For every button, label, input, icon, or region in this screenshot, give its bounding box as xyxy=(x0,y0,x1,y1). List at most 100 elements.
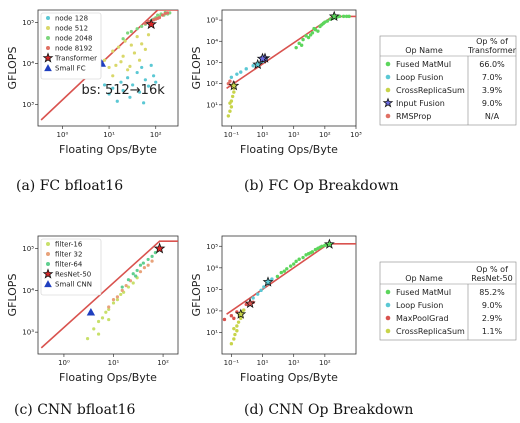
legend-label: Small FC xyxy=(55,65,86,73)
data-point xyxy=(312,26,316,31)
data-point xyxy=(279,270,283,275)
table-op-pct: 9.0% xyxy=(482,301,503,310)
data-point xyxy=(129,43,133,47)
data-point xyxy=(121,37,125,41)
data-point xyxy=(229,313,234,318)
data-point xyxy=(146,84,151,88)
data-point xyxy=(138,270,143,274)
data-point xyxy=(299,43,304,47)
data-point xyxy=(262,285,266,289)
x-tick-label: 10³ xyxy=(350,131,362,139)
table-marker xyxy=(382,97,394,108)
plot-area xyxy=(226,10,356,118)
data-point xyxy=(143,78,147,82)
data-point xyxy=(256,292,260,296)
data-point xyxy=(232,316,236,321)
table-header-model: Transformer xyxy=(467,46,517,55)
legend: node 128 node 512 node 2048 node 8192 Transf… xyxy=(40,12,102,80)
data-point xyxy=(131,83,135,87)
plot-area xyxy=(222,238,356,346)
data-point xyxy=(304,34,308,38)
data-point xyxy=(121,88,125,93)
data-point xyxy=(119,292,123,297)
panel-c: 10⁰ 10¹ 10² 10³ 10⁴ 10⁵ Floating Ops/Byte GFLOP… xyxy=(6,235,179,418)
data-point xyxy=(135,268,139,273)
data-point xyxy=(124,284,128,288)
legend-marker xyxy=(46,46,50,50)
table-op-pct: 9.0% xyxy=(482,99,503,108)
data-point xyxy=(131,272,135,276)
table-op-name: Loop Fusion xyxy=(396,73,443,82)
data-point xyxy=(151,74,156,78)
data-point xyxy=(114,63,118,67)
data-point xyxy=(235,72,239,76)
legend-marker xyxy=(42,52,54,63)
legend-marker xyxy=(46,262,50,266)
y-axis-label: GFLOPS xyxy=(190,274,203,317)
data-point xyxy=(137,90,142,94)
data-point xyxy=(294,45,298,50)
data-point xyxy=(85,337,90,341)
highlight-star xyxy=(324,238,335,249)
data-point xyxy=(229,342,234,346)
data-point xyxy=(297,257,301,261)
model-star xyxy=(256,52,269,64)
data-point xyxy=(128,64,132,68)
data-point xyxy=(347,14,351,19)
data-point xyxy=(102,83,107,87)
data-point xyxy=(126,76,130,80)
data-point xyxy=(228,79,232,83)
panel-caption: (c) CNN bfloat16 xyxy=(14,402,135,418)
data-point xyxy=(142,101,146,105)
data-point xyxy=(233,332,237,337)
data-point xyxy=(146,263,150,267)
model-star xyxy=(153,242,166,254)
data-point xyxy=(140,65,144,70)
data-point xyxy=(344,14,349,19)
data-point xyxy=(251,296,255,300)
legend-marker xyxy=(46,16,50,20)
data-point xyxy=(259,288,263,293)
data-point xyxy=(341,14,346,19)
data-point xyxy=(301,255,305,260)
data-point xyxy=(308,33,313,37)
x-tick-label: 10² xyxy=(319,359,331,367)
y-axis-label: GFLOPS xyxy=(6,47,19,90)
table-op-name: CrossReplicaSum xyxy=(396,86,465,95)
legend-label: Transformer xyxy=(54,55,97,63)
x-tick-label: 10⁻¹ xyxy=(224,359,240,367)
table-marker xyxy=(385,61,391,67)
data-point xyxy=(123,39,127,43)
legend-label: ResNet-50 xyxy=(55,271,91,279)
data-point xyxy=(325,19,330,23)
data-point xyxy=(134,274,138,278)
data-point xyxy=(150,254,154,258)
data-point xyxy=(115,295,120,299)
legend-marker xyxy=(44,64,52,72)
data-point xyxy=(115,298,120,302)
table-header-pct: Op % of xyxy=(476,265,508,274)
data-point xyxy=(153,251,157,255)
data-point xyxy=(107,317,111,322)
data-point xyxy=(228,109,232,113)
data-point xyxy=(126,31,130,35)
x-tick-label: 10¹ xyxy=(288,131,300,139)
legend-marker xyxy=(46,242,50,246)
table-header-op: Op Name xyxy=(405,274,443,283)
data-point xyxy=(232,90,236,94)
data-point xyxy=(270,277,274,281)
x-axis-label: Floating Ops/Byte xyxy=(59,143,157,156)
data-point xyxy=(104,310,108,314)
x-tick-label: 10² xyxy=(319,131,331,139)
data-point xyxy=(140,42,144,46)
data-point xyxy=(140,24,144,28)
data-point xyxy=(116,45,121,49)
data-point xyxy=(146,33,151,37)
legend-label: Small CNN xyxy=(55,281,92,289)
data-point xyxy=(150,259,154,263)
data-point xyxy=(229,75,234,79)
data-point xyxy=(111,86,115,90)
table-border xyxy=(379,261,517,341)
data-point xyxy=(222,317,227,322)
